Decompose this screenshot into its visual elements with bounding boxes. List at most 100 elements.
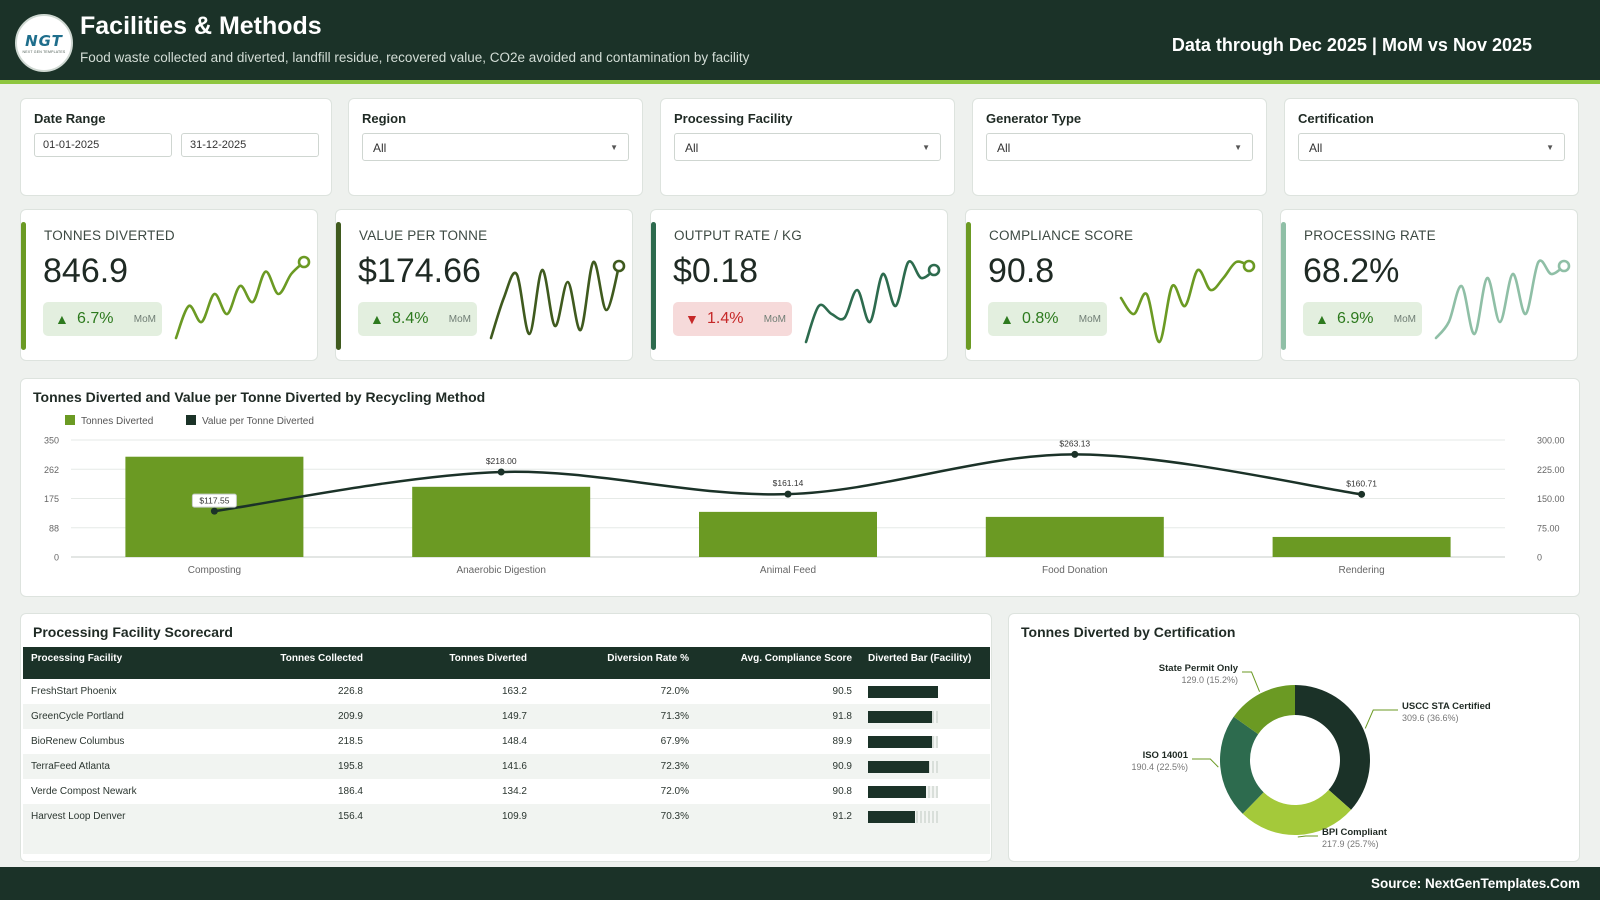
kpi-card[interactable]: OUTPUT RATE / KG $0.18 ▼ 1.4% MoM [650,209,948,361]
cell-facility: Harvest Loop Denver [23,804,223,829]
bar-tonnes-diverted[interactable] [699,511,877,557]
diverted-bar-fill [868,810,916,823]
kpi-accent-bar [966,222,971,350]
y-left-tick-label: 350 [44,436,59,446]
certification-select[interactable]: All ▼ [1298,133,1565,161]
brand-logo[interactable]: NGT NEXT GEN TEMPLATES [15,14,73,72]
kpi-sparkline [174,255,311,340]
table-row[interactable]: Harvest Loop Denver 156.4 109.9 70.3% 91.2 [23,804,990,829]
kpi-card[interactable]: COMPLIANCE SCORE 90.8 ▲ 0.8% MoM [965,209,1263,361]
kpi-card[interactable]: TONNES DIVERTED 846.9 ▲ 6.7% MoM [20,209,318,361]
kpi-delta-period: MoM [133,314,156,325]
kpi-accent-bar [21,222,26,350]
data-label: $160.71 [1346,478,1377,488]
kpi-card[interactable]: PROCESSING RATE 68.2% ▲ 6.9% MoM [1280,209,1578,361]
filter-label: Region [362,111,407,126]
legend-swatch-bar [65,415,75,425]
cell-facility: TerraFeed Atlanta [23,754,223,779]
donut-slice[interactable] [1233,685,1295,735]
select-value: All [1309,141,1323,155]
donut-slice[interactable] [1295,685,1370,810]
y-right-tick-label: 0 [1537,553,1542,563]
column-header[interactable]: Diversion Rate % [535,647,697,679]
end-date-input[interactable]: 31-12-2025 [181,133,319,157]
slice-name-label: USCC STA Certified [1402,701,1491,712]
diverted-bar [868,685,938,698]
kpi-accent-bar [1281,222,1286,350]
kpi-sparkline [1434,259,1571,340]
kpi-value: 846.9 [43,252,129,290]
kpi-delta-value: 6.7% [77,310,114,327]
cell-diverted-bar [860,754,990,779]
table-row[interactable]: BioRenew Columbus 218.5 148.4 67.9% 89.9 [23,729,990,754]
cell-tonnes-diverted: 109.9 [371,804,535,829]
column-header[interactable]: Tonnes Diverted [371,647,535,679]
sparkline-end-marker [612,259,626,273]
donut-slice[interactable] [1220,716,1264,814]
column-header[interactable]: Processing Facility [23,647,223,679]
diverted-bar [868,785,938,798]
cell-tonnes-diverted: 148.4 [501,736,527,747]
table-row[interactable]: TerraFeed Atlanta 195.8 141.6 72.3% 90.9 [23,754,990,779]
cell-facility: BioRenew Columbus [31,736,125,747]
line-point[interactable] [784,490,792,498]
triangle-up-icon: ▲ [1315,311,1329,327]
column-header[interactable]: Diverted Bar (Facility) [860,647,990,679]
cell-diversion-rate: 72.0% [660,786,689,797]
caret-down-icon: ▼ [610,143,618,152]
y-left-tick-label: 0 [54,553,59,563]
triangle-up-icon: ▲ [1000,311,1014,327]
line-point[interactable] [497,468,505,476]
y-right-tick-label: 300.00 [1537,436,1565,446]
kpi-label: OUTPUT RATE / KG [674,228,802,243]
facility-select[interactable]: All ▼ [674,133,941,161]
kpi-card[interactable]: VALUE PER TONNE $174.66 ▲ 8.4% MoM [335,209,633,361]
generator-type-select[interactable]: All ▼ [986,133,1253,161]
data-label: $117.55 [199,496,229,506]
column-header[interactable]: Avg. Compliance Score [697,647,860,679]
table-row[interactable]: FreshStart Phoenix 226.8 163.2 72.0% 90.5 [23,679,990,704]
cell-diverted-bar [860,729,990,754]
triangle-down-icon: ▼ [685,311,699,327]
leader-line [1242,671,1261,692]
legend-swatch-line [186,415,196,425]
y-left-tick-label: 262 [44,465,59,475]
diverted-bar-fill [868,760,929,773]
combo-chart: Tonnes Diverted Value per Tonne Diverted 0… [44,415,1565,576]
table-row[interactable]: GreenCycle Portland 209.9 149.7 71.3% 91.8 [23,704,990,729]
data-label-box [191,493,237,508]
cell-diversion-rate: 72.0% [660,686,689,697]
cell-facility: Verde Compost Newark [31,786,137,797]
diverted-bar [868,710,938,723]
cell-tonnes-diverted: 163.2 [501,686,527,697]
start-date-input[interactable]: 01-01-2025 [34,133,172,157]
caret-down-icon: ▼ [1234,143,1242,152]
donut-slice[interactable] [1242,789,1352,835]
filter-label: Date Range [34,111,106,126]
kpi-sparkline [489,259,626,340]
select-value: All [373,141,387,155]
select-value: All [685,141,699,155]
combo-chart-panel: Tonnes Diverted and Value per Tonne Dive… [20,378,1580,597]
column-header[interactable]: Tonnes Collected [223,647,371,679]
logo-mark: NGT [25,32,63,50]
sparkline-path [1119,260,1251,344]
filter-label: Processing Facility [674,111,793,126]
slice-value-label: 309.6 (36.6%) [1402,713,1459,723]
region-select[interactable]: All ▼ [362,133,629,161]
bar-tonnes-diverted[interactable] [1272,536,1451,557]
kpi-accent-bar [651,222,656,350]
slice-value-label: 190.4 (22.5%) [1131,762,1188,772]
bar-tonnes-diverted[interactable] [985,516,1164,557]
bar-tonnes-diverted[interactable] [412,486,591,557]
line-point[interactable] [1071,450,1079,458]
line-point[interactable] [210,507,218,515]
cell-tonnes-diverted: 134.2 [501,786,527,797]
cell-tonnes-collected: 209.9 [223,704,371,729]
slice-value-label: 129.0 (15.2%) [1181,675,1238,685]
table-row[interactable]: Verde Compost Newark 186.4 134.2 72.0% 90.8 [23,779,990,804]
line-point[interactable] [1358,490,1366,498]
x-tick-label: Food Donation [1042,565,1108,576]
data-label: $263.13 [1059,438,1090,448]
